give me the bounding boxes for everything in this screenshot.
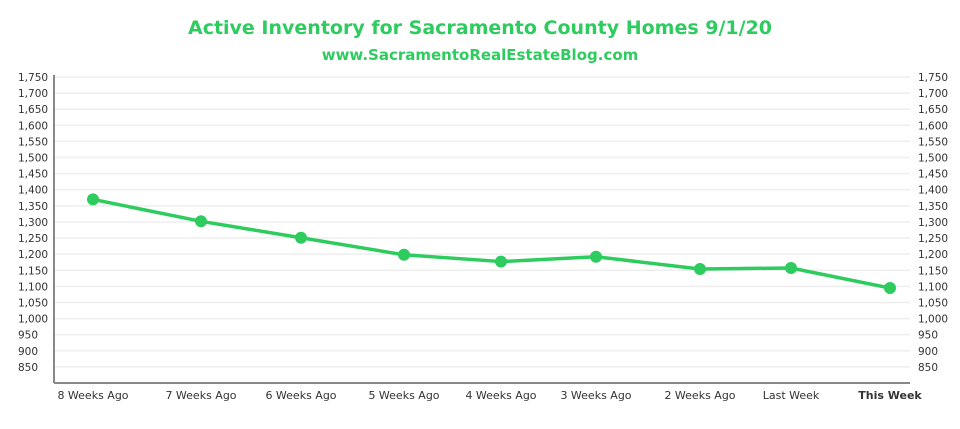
x-tick-label: Last Week xyxy=(763,389,820,402)
y-tick-label-right: 1,150 xyxy=(918,265,948,277)
y-tick-label-left: 1,050 xyxy=(18,297,48,309)
y-tick-label-right: 900 xyxy=(918,346,938,358)
chart-subtitle: www.SacramentoRealEstateBlog.com xyxy=(321,46,639,64)
x-tick-label: This Week xyxy=(858,389,922,402)
y-tick-label-right: 1,600 xyxy=(918,120,948,132)
y-tick-label-right: 850 xyxy=(918,362,938,374)
y-tick-label-right: 1,250 xyxy=(918,233,948,245)
data-point xyxy=(694,262,706,275)
y-tick-label-right: 1,550 xyxy=(918,136,948,148)
data-point xyxy=(495,255,507,268)
y-tick-label-right: 1,100 xyxy=(918,281,948,293)
y-tick-label-right: 1,400 xyxy=(918,185,948,197)
y-tick-label-left: 1,100 xyxy=(18,281,48,293)
y-tick-label-right: 1,700 xyxy=(918,88,948,100)
y-tick-label-right: 1,350 xyxy=(918,201,948,213)
y-tick-label-left: 1,150 xyxy=(18,265,48,277)
y-tick-label-left: 950 xyxy=(18,330,38,342)
y-tick-label-left: 1,400 xyxy=(18,185,48,197)
y-tick-label-right: 1,000 xyxy=(918,314,948,326)
y-tick-label-left: 1,300 xyxy=(18,217,48,229)
x-tick-label: 3 Weeks Ago xyxy=(560,389,631,402)
y-tick-label-left: 850 xyxy=(18,362,38,374)
x-tick-label: 8 Weeks Ago xyxy=(57,389,128,402)
y-tick-label-right: 1,050 xyxy=(918,297,948,309)
x-tick-label: 5 Weeks Ago xyxy=(368,389,439,402)
y-tick-label-left: 1,700 xyxy=(18,88,48,100)
data-point xyxy=(398,248,410,261)
data-point xyxy=(195,215,207,228)
y-tick-label-left: 1,650 xyxy=(18,104,48,116)
y-tick-label-right: 1,650 xyxy=(918,104,948,116)
y-tick-label-left: 900 xyxy=(18,346,38,358)
x-tick-label: 6 Weeks Ago xyxy=(265,389,336,402)
x-tick-label: 2 Weeks Ago xyxy=(664,389,735,402)
y-tick-label-right: 1,500 xyxy=(918,153,948,165)
y-tick-label-left: 1,250 xyxy=(18,233,48,245)
y-tick-label-left: 1,350 xyxy=(18,201,48,213)
series-line xyxy=(92,197,891,290)
y-tick-label-right: 1,750 xyxy=(918,72,948,84)
data-point xyxy=(295,231,307,244)
y-tick-label-left: 1,750 xyxy=(18,72,48,84)
y-tick-label-left: 1,450 xyxy=(18,169,48,181)
y-tick-label-left: 1,000 xyxy=(18,314,48,326)
data-point xyxy=(590,250,602,263)
x-tick-label: 7 Weeks Ago xyxy=(165,389,236,402)
y-tick-label-right: 1,200 xyxy=(918,249,948,261)
y-tick-label-left: 1,500 xyxy=(18,153,48,165)
data-point xyxy=(884,281,896,294)
chart-title: Active Inventory for Sacramento County H… xyxy=(187,17,773,39)
y-tick-label-right: 1,450 xyxy=(918,169,948,181)
y-tick-label-left: 1,600 xyxy=(18,120,48,132)
y-tick-label-right: 1,300 xyxy=(918,217,948,229)
y-tick-label-left: 1,550 xyxy=(18,136,48,148)
y-tick-label-right: 950 xyxy=(918,330,938,342)
y-tick-label-left: 1,200 xyxy=(18,249,48,261)
data-point xyxy=(87,193,99,206)
data-point xyxy=(785,262,797,275)
x-tick-label: 4 Weeks Ago xyxy=(465,389,536,402)
